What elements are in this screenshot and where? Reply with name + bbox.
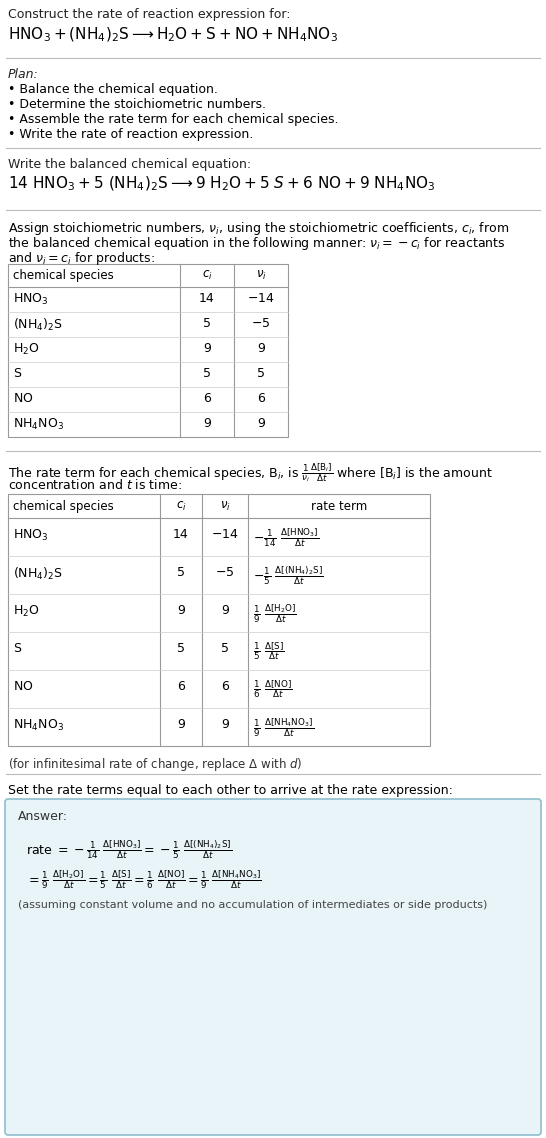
Text: 9: 9 xyxy=(257,343,265,355)
Bar xyxy=(8,264,288,437)
Text: $\mathrm{NO}$: $\mathrm{NO}$ xyxy=(13,681,33,693)
Text: $-\frac{1}{14}\ \frac{\Delta[\mathrm{HNO_3}]}{\Delta t}$: $-\frac{1}{14}\ \frac{\Delta[\mathrm{HNO… xyxy=(253,526,319,549)
Text: Answer:: Answer: xyxy=(18,810,68,823)
Text: $\mathrm{NH_4NO_3}$: $\mathrm{NH_4NO_3}$ xyxy=(13,718,64,733)
Text: $\mathrm{H_2O}$: $\mathrm{H_2O}$ xyxy=(13,343,39,357)
Text: 5: 5 xyxy=(177,566,185,579)
Text: Construct the rate of reaction expression for:: Construct the rate of reaction expressio… xyxy=(8,8,290,20)
Text: • Write the rate of reaction expression.: • Write the rate of reaction expression. xyxy=(8,127,253,141)
Text: $-5$: $-5$ xyxy=(251,318,271,330)
Text: 5: 5 xyxy=(257,366,265,380)
Text: $-\frac{1}{5}\ \frac{\Delta[(\mathrm{NH_4})_2\mathrm{S}]}{\Delta t}$: $-\frac{1}{5}\ \frac{\Delta[(\mathrm{NH_… xyxy=(253,564,323,587)
Text: $c_i$: $c_i$ xyxy=(201,269,212,282)
Text: $\nu_i$: $\nu_i$ xyxy=(256,269,266,282)
Text: $\mathrm{H_2O}$: $\mathrm{H_2O}$ xyxy=(13,604,39,619)
Text: 5: 5 xyxy=(221,642,229,655)
Text: • Assemble the rate term for each chemical species.: • Assemble the rate term for each chemic… xyxy=(8,113,339,126)
Text: $\frac{1}{6}\ \frac{\Delta[\mathrm{NO}]}{\Delta t}$: $\frac{1}{6}\ \frac{\Delta[\mathrm{NO}]}… xyxy=(253,678,293,700)
Text: $\mathrm{HNO_3 + (NH_4)_2S} \longrightarrow \mathrm{H_2O + S + NO + NH_4NO_3}$: $\mathrm{HNO_3 + (NH_4)_2S} \longrightar… xyxy=(8,26,338,44)
Text: Write the balanced chemical equation:: Write the balanced chemical equation: xyxy=(8,158,251,171)
Text: 9: 9 xyxy=(221,604,229,617)
Text: 6: 6 xyxy=(203,391,211,405)
Text: $c_i$: $c_i$ xyxy=(176,500,186,513)
Text: $\frac{1}{5}\ \frac{\Delta[\mathrm{S}]}{\Delta t}$: $\frac{1}{5}\ \frac{\Delta[\mathrm{S}]}{… xyxy=(253,640,284,662)
Text: 9: 9 xyxy=(257,417,265,430)
Text: $\frac{1}{9}\ \frac{\Delta[\mathrm{NH_4NO_3}]}{\Delta t}$: $\frac{1}{9}\ \frac{\Delta[\mathrm{NH_4N… xyxy=(253,716,314,739)
Text: • Determine the stoichiometric numbers.: • Determine the stoichiometric numbers. xyxy=(8,98,266,112)
Text: rate $= -\frac{1}{14}\ \frac{\Delta[\mathrm{HNO_3}]}{\Delta t} = -\frac{1}{5}\ \: rate $= -\frac{1}{14}\ \frac{\Delta[\mat… xyxy=(26,838,232,860)
Text: concentration and $t$ is time:: concentration and $t$ is time: xyxy=(8,478,182,492)
Text: 9: 9 xyxy=(177,604,185,617)
Text: $\mathrm{S}$: $\mathrm{S}$ xyxy=(13,642,22,655)
Text: • Balance the chemical equation.: • Balance the chemical equation. xyxy=(8,83,218,96)
Text: 5: 5 xyxy=(177,642,185,655)
Text: chemical species: chemical species xyxy=(13,500,114,513)
Text: Assign stoichiometric numbers, $\nu_i$, using the stoichiometric coefficients, $: Assign stoichiometric numbers, $\nu_i$, … xyxy=(8,220,509,237)
Text: rate term: rate term xyxy=(311,500,367,513)
Text: $\mathrm{NO}$: $\mathrm{NO}$ xyxy=(13,391,33,405)
Text: 9: 9 xyxy=(177,718,185,731)
Text: $-5$: $-5$ xyxy=(215,566,235,579)
Text: $14\ \mathrm{HNO_3} + 5\ \mathrm{(NH_4)_2S} \longrightarrow 9\ \mathrm{H_2O} + 5: $14\ \mathrm{HNO_3} + 5\ \mathrm{(NH_4)_… xyxy=(8,175,436,193)
Text: $(\mathrm{NH_4})_2\mathrm{S}$: $(\mathrm{NH_4})_2\mathrm{S}$ xyxy=(13,566,63,583)
Text: $\mathrm{NH_4NO_3}$: $\mathrm{NH_4NO_3}$ xyxy=(13,417,64,432)
Text: and $\nu_i = c_i$ for products:: and $\nu_i = c_i$ for products: xyxy=(8,250,155,267)
Text: 6: 6 xyxy=(221,681,229,693)
Text: $-14$: $-14$ xyxy=(211,528,239,541)
Text: 14: 14 xyxy=(199,292,215,305)
Text: 14: 14 xyxy=(173,528,189,541)
Text: Set the rate terms equal to each other to arrive at the rate expression:: Set the rate terms equal to each other t… xyxy=(8,784,453,797)
Text: 6: 6 xyxy=(177,681,185,693)
Text: 5: 5 xyxy=(203,318,211,330)
Text: (for infinitesimal rate of change, replace $\Delta$ with $d$): (for infinitesimal rate of change, repla… xyxy=(8,756,302,773)
Text: (assuming constant volume and no accumulation of intermediates or side products): (assuming constant volume and no accumul… xyxy=(18,900,488,910)
Text: $\mathrm{HNO_3}$: $\mathrm{HNO_3}$ xyxy=(13,528,49,543)
Text: $(\mathrm{NH_4})_2\mathrm{S}$: $(\mathrm{NH_4})_2\mathrm{S}$ xyxy=(13,318,63,333)
Text: chemical species: chemical species xyxy=(13,269,114,282)
FancyBboxPatch shape xyxy=(5,799,541,1135)
Bar xyxy=(8,494,430,747)
Text: 9: 9 xyxy=(221,718,229,731)
Text: The rate term for each chemical species, B$_i$, is $\frac{1}{\nu_i}\frac{\Delta[: The rate term for each chemical species,… xyxy=(8,461,493,484)
Text: 6: 6 xyxy=(257,391,265,405)
Text: $\frac{1}{9}\ \frac{\Delta[\mathrm{H_2O}]}{\Delta t}$: $\frac{1}{9}\ \frac{\Delta[\mathrm{H_2O}… xyxy=(253,602,296,625)
Text: $\mathrm{HNO_3}$: $\mathrm{HNO_3}$ xyxy=(13,292,49,307)
Text: 9: 9 xyxy=(203,343,211,355)
Text: 5: 5 xyxy=(203,366,211,380)
Text: 9: 9 xyxy=(203,417,211,430)
Text: $= \frac{1}{9}\ \frac{\Delta[\mathrm{H_2O}]}{\Delta t} = \frac{1}{5}\ \frac{\Del: $= \frac{1}{9}\ \frac{\Delta[\mathrm{H_2… xyxy=(26,868,262,891)
Text: the balanced chemical equation in the following manner: $\nu_i = -c_i$ for react: the balanced chemical equation in the fo… xyxy=(8,236,506,251)
Text: $\nu_i$: $\nu_i$ xyxy=(219,500,230,513)
Text: $\mathrm{S}$: $\mathrm{S}$ xyxy=(13,366,22,380)
Text: Plan:: Plan: xyxy=(8,68,39,81)
Text: $-14$: $-14$ xyxy=(247,292,275,305)
